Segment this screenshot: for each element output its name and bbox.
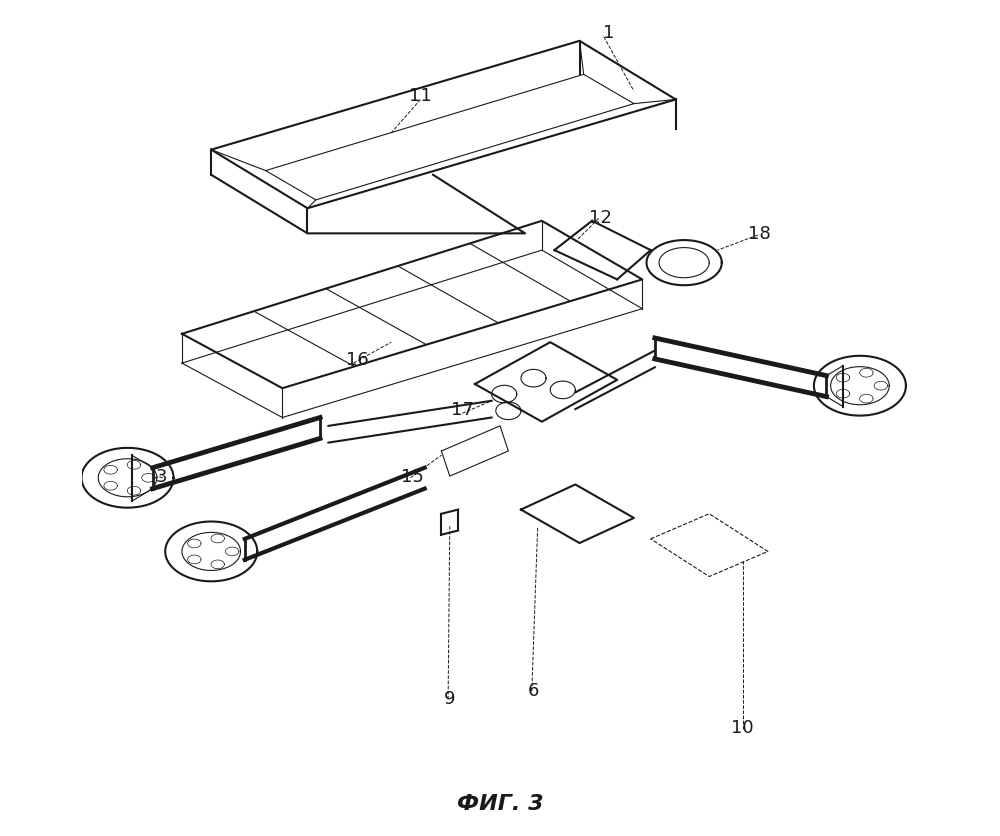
Text: 10: 10 <box>731 718 754 737</box>
Text: 15: 15 <box>401 467 424 486</box>
Text: 18: 18 <box>748 225 771 243</box>
Text: 17: 17 <box>451 400 474 419</box>
Text: 9: 9 <box>444 689 456 707</box>
Text: ФИГ. 3: ФИГ. 3 <box>457 793 543 813</box>
Text: 1: 1 <box>603 24 614 43</box>
Text: 3: 3 <box>155 467 167 486</box>
Text: 11: 11 <box>409 87 432 105</box>
Text: 16: 16 <box>346 350 369 369</box>
Text: 6: 6 <box>528 681 539 699</box>
Text: 12: 12 <box>589 208 612 227</box>
